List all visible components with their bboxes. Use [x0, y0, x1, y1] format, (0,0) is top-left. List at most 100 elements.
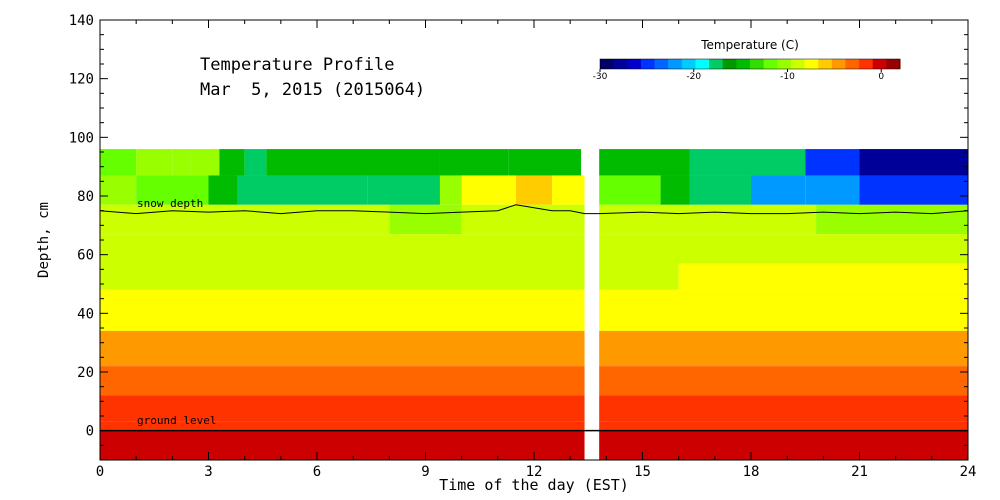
heatmap-cell [751, 149, 806, 176]
heatmap-cell [461, 175, 516, 205]
heatmap-cell [660, 175, 690, 205]
heatmap-cell [100, 175, 137, 205]
heatmap-cell [599, 395, 968, 422]
x-tick-label: 0 [96, 464, 104, 480]
heatmap-cell [100, 366, 585, 396]
x-tick-label: 24 [960, 464, 977, 480]
colorbar-cell [640, 59, 656, 69]
data-gap-band [584, 20, 600, 460]
heatmap-cell [599, 204, 817, 235]
y-axis-label: Depth, cm [36, 202, 52, 278]
heatmap-cell [190, 149, 220, 176]
colorbar-cell [750, 59, 765, 69]
heatmap-cell [678, 263, 968, 290]
colorbar-frame [599, 58, 901, 70]
snow-depth-label: snow depth [137, 197, 203, 210]
colorbar-cell [804, 59, 819, 69]
heatmap-cell [439, 149, 509, 176]
heatmap-cell [599, 330, 968, 367]
heatmap-cell [100, 204, 390, 235]
heatmap-cell [244, 149, 267, 176]
y-tick-label: 120 [69, 72, 94, 88]
heatmap-cell [552, 175, 585, 205]
heatmap-cell [599, 366, 968, 396]
heatmap-cell [367, 175, 440, 205]
heatmap-cell [859, 175, 968, 205]
x-axis-label: Time of the day (EST) [439, 476, 629, 494]
y-tick-label: 80 [77, 189, 94, 205]
colorbar-cell [654, 59, 669, 69]
ground-level-label: ground level [137, 414, 216, 427]
heatmap-cell [172, 149, 191, 176]
colorbar: Temperature (C) -30 -20 -10 0 [593, 38, 901, 82]
colorbar-cell [681, 59, 696, 69]
colorbar-cell [695, 59, 710, 69]
y-axis: 0 20 40 60 80 100 120 140 [69, 13, 968, 461]
colorbar-cell [886, 59, 901, 69]
colorbar-ticks: -30 -20 -10 0 [593, 69, 884, 82]
y-tick-label: 60 [77, 248, 94, 264]
colorbar-tick-label: -20 [686, 72, 701, 82]
colorbar-cell [600, 59, 615, 69]
heatmap-cell [816, 204, 968, 235]
heatmap-cell [100, 289, 585, 331]
colorbar-cell [872, 59, 887, 69]
heatmap-cell [689, 175, 751, 205]
chart-subtitle: Mar 5, 2015 (2015064) [200, 80, 425, 100]
colorbar-cell [763, 59, 778, 69]
heatmap-cell [317, 149, 440, 176]
heatmap-cell [689, 149, 751, 176]
heatmap-cell [515, 175, 553, 205]
colorbar-cell [845, 59, 860, 69]
colorbar-tick-label: 0 [878, 72, 884, 82]
heatmap-cell [599, 263, 679, 290]
heatmap-cell [599, 175, 661, 205]
heatmap-cell [100, 421, 585, 431]
colorbar-cell [668, 59, 683, 69]
x-tick-label: 12 [526, 464, 543, 480]
data-gap [584, 20, 600, 460]
x-tick-label: 3 [204, 464, 212, 480]
heatmap-cell [439, 175, 462, 205]
heatmap-cell [219, 149, 245, 176]
heatmap-cell [100, 234, 585, 264]
heatmap-cell [100, 149, 137, 176]
heatmap-cell [599, 289, 968, 331]
heatmap-cell [751, 175, 806, 205]
heatmap-cell [389, 204, 462, 235]
y-tick-label: 20 [77, 365, 94, 381]
chart-title: Temperature Profile [200, 55, 394, 75]
colorbar-cell [777, 59, 792, 69]
x-axis: 0 3 6 9 12 15 18 21 24 [96, 20, 977, 480]
heatmap-cell [805, 149, 860, 176]
colorbar-cell [818, 59, 833, 69]
heatmap-cell [136, 175, 209, 205]
heatmap-cell [100, 263, 585, 290]
y-tick-label: 0 [86, 424, 94, 440]
heatmap-cell [100, 330, 585, 367]
heatmap-cell [136, 149, 173, 176]
colorbar-cell [831, 59, 846, 69]
colorbar-cell [790, 59, 806, 69]
colorbar-cell [613, 59, 628, 69]
heatmap-cell [208, 175, 238, 205]
y-tick-label: 100 [69, 130, 94, 146]
heatmap-cell [805, 175, 860, 205]
colorbar-cell [736, 59, 751, 69]
colorbar-cell [627, 59, 642, 69]
heatmap-cell [237, 175, 368, 205]
heatmap-cell [599, 149, 690, 176]
heatmap-cell [599, 421, 968, 431]
colorbar-cell [859, 59, 874, 69]
colorbar-cells [599, 58, 901, 70]
colorbar-title: Temperature (C) [700, 38, 799, 52]
heatmap-cell [461, 204, 585, 235]
heatmap-cell [100, 395, 585, 422]
y-tick-label: 140 [69, 13, 94, 29]
x-tick-label: 9 [421, 464, 429, 480]
heatmap-cell [599, 234, 968, 264]
heatmap-cell [859, 149, 968, 176]
colorbar-cell [722, 59, 737, 69]
heatmap-layer [100, 149, 968, 460]
